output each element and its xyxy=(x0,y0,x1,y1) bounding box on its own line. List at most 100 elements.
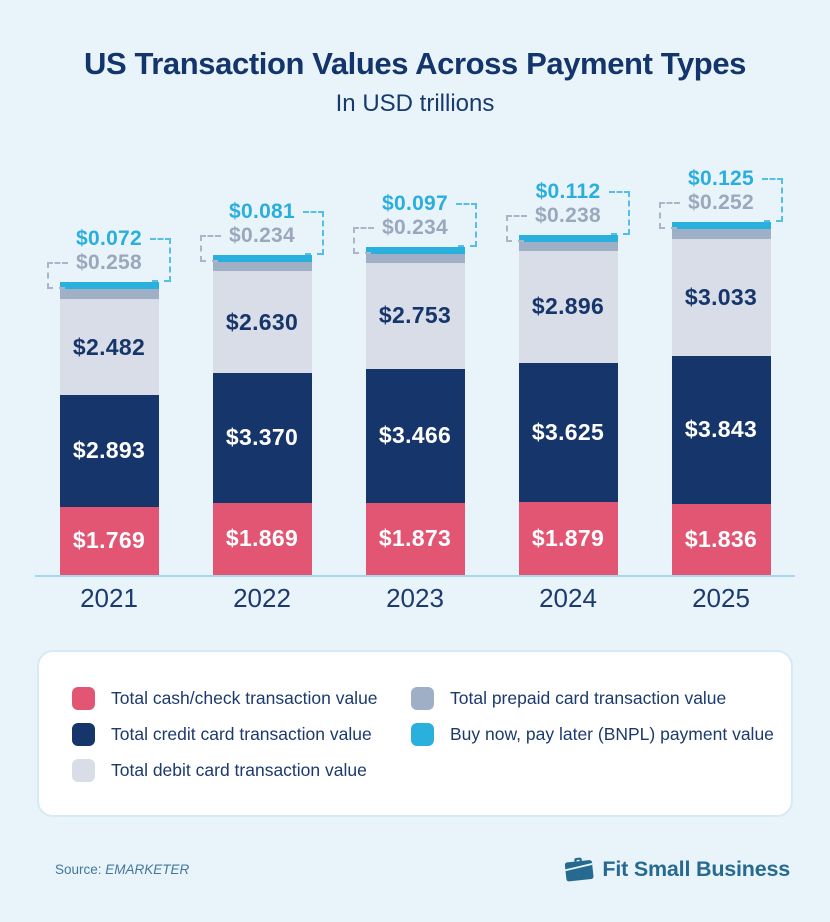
bar-segment-debit-2022: $2.630 xyxy=(212,271,312,373)
bnpl-callout-connector-2021 xyxy=(150,238,171,283)
bnpl-callout-connector-2023 xyxy=(456,202,477,247)
prepaid-callout-connector-2021 xyxy=(47,262,68,290)
legend-item-cash: Total cash/check transaction value xyxy=(72,687,378,710)
value-label-credit-2022: $3.370 xyxy=(225,424,299,451)
prepaid-callout-label-2021: $0.258 xyxy=(75,251,143,275)
bar-segment-debit-2021: $2.482 xyxy=(59,299,159,396)
legend-column-right: Total prepaid card transaction value Buy … xyxy=(411,687,774,746)
value-label-cash-2025: $1.836 xyxy=(684,526,758,553)
legend-swatch-debit xyxy=(72,759,95,782)
value-label-credit-2021: $2.893 xyxy=(72,437,146,464)
legend-swatch-bnpl xyxy=(411,723,434,746)
value-label-cash-2024: $1.879 xyxy=(531,525,605,552)
prepaid-callout-label-2024: $0.238 xyxy=(534,203,602,227)
bar-segment-cash-2022: $1.869 xyxy=(212,502,312,575)
legend-swatch-credit xyxy=(72,723,95,746)
prepaid-callout-label-2022: $0.234 xyxy=(228,224,296,248)
bar-segment-debit-2025: $3.033 xyxy=(671,238,771,356)
legend-item-debit: Total debit card transaction value xyxy=(72,759,378,782)
value-label-credit-2024: $3.625 xyxy=(531,418,605,445)
value-label-credit-2023: $3.466 xyxy=(378,422,452,449)
source-name: EMARKETER xyxy=(105,862,190,877)
bar-segment-bnpl-2022 xyxy=(212,255,312,263)
bnpl-callout-tick-2022 xyxy=(305,253,323,256)
bar-segment-cash-2021: $1.769 xyxy=(59,506,159,575)
prepaid-callout-tick-2022 xyxy=(200,260,218,263)
bar-segment-cash-2024: $1.879 xyxy=(518,502,618,575)
bar-segment-bnpl-2023 xyxy=(365,246,465,254)
x-tick-label-2021: 2021 xyxy=(80,583,138,613)
legend-label-prepaid: Total prepaid card transaction value xyxy=(450,688,727,708)
legend-item-credit: Total credit card transaction value xyxy=(72,723,378,746)
x-tick-label-2023: 2023 xyxy=(386,583,444,613)
bnpl-callout-label-2023: $0.097 xyxy=(381,191,449,215)
value-label-cash-2021: $1.769 xyxy=(72,527,146,554)
x-tick-label-2025: 2025 xyxy=(692,583,750,613)
value-label-debit-2022: $2.630 xyxy=(225,308,299,335)
bar-segment-credit-2022: $3.370 xyxy=(212,372,312,503)
bnpl-callout-connector-2025 xyxy=(762,177,783,222)
bnpl-callout-label-2025: $0.125 xyxy=(687,166,755,190)
prepaid-callout-tick-2025 xyxy=(659,226,677,229)
bar-segment-credit-2021: $2.893 xyxy=(59,395,159,507)
legend-swatch-cash xyxy=(72,687,95,710)
legend: Total cash/check transaction value Total … xyxy=(37,650,793,817)
prepaid-callout-tick-2023 xyxy=(353,251,371,254)
prepaid-callout-connector-2022 xyxy=(200,235,221,263)
bnpl-callout-label-2022: $0.081 xyxy=(228,200,296,224)
bar-segment-debit-2024: $2.896 xyxy=(518,250,618,363)
value-label-credit-2025: $3.843 xyxy=(684,416,758,443)
bnpl-callout-connector-2022 xyxy=(303,211,324,256)
prepaid-callout-connector-2025 xyxy=(659,201,680,229)
bar-segment-cash-2025: $1.836 xyxy=(671,504,771,575)
value-label-cash-2023: $1.873 xyxy=(378,525,452,552)
bar-segment-prepaid-2023 xyxy=(365,253,465,263)
page-subtitle: In USD trillions xyxy=(335,90,495,117)
legend-column-left: Total cash/check transaction value Total … xyxy=(72,687,378,782)
legend-item-prepaid: Total prepaid card transaction value xyxy=(411,687,774,710)
bnpl-callout-tick-2021 xyxy=(152,280,170,283)
bnpl-callout-tick-2025 xyxy=(764,219,782,222)
bnpl-callout-tick-2023 xyxy=(458,244,476,247)
prepaid-callout-connector-2024 xyxy=(506,214,527,242)
source-label: Source: xyxy=(55,862,102,877)
prepaid-callout-tick-2024 xyxy=(506,239,524,242)
bnpl-callout-tick-2024 xyxy=(611,232,629,235)
x-tick-label-2022: 2022 xyxy=(233,583,291,613)
legend-label-debit: Total debit card transaction value xyxy=(111,760,367,780)
bar-segment-credit-2024: $3.625 xyxy=(518,362,618,503)
briefcase-icon xyxy=(564,856,594,882)
x-axis-line xyxy=(35,575,795,577)
bar-segment-prepaid-2021 xyxy=(59,289,159,300)
prepaid-callout-connector-2023 xyxy=(353,226,374,254)
bnpl-callout-label-2021: $0.072 xyxy=(75,227,143,251)
bar-segment-prepaid-2024 xyxy=(518,241,618,251)
bnpl-callout-label-2024: $0.112 xyxy=(535,179,601,203)
bar-segment-credit-2023: $3.466 xyxy=(365,368,465,503)
bar-segment-cash-2023: $1.873 xyxy=(365,502,465,575)
brand-logo: Fit Small Business xyxy=(564,856,790,882)
brand-name: Fit Small Business xyxy=(602,856,790,881)
bar-segment-credit-2025: $3.843 xyxy=(671,355,771,505)
source-note: Source: EMARKETER xyxy=(55,862,189,877)
page-title: US Transaction Values Across Payment Typ… xyxy=(83,46,747,81)
value-label-debit-2024: $2.896 xyxy=(531,293,605,320)
prepaid-callout-label-2023: $0.234 xyxy=(381,215,449,239)
x-tick-label-2024: 2024 xyxy=(539,583,597,613)
bar-segment-debit-2023: $2.753 xyxy=(365,262,465,369)
value-label-debit-2021: $2.482 xyxy=(72,333,146,360)
prepaid-callout-tick-2021 xyxy=(47,287,65,290)
bnpl-callout-connector-2024 xyxy=(609,190,630,235)
value-label-debit-2025: $3.033 xyxy=(684,283,758,310)
value-label-cash-2022: $1.869 xyxy=(225,525,299,552)
legend-label-cash: Total cash/check transaction value xyxy=(111,688,378,708)
legend-label-credit: Total credit card transaction value xyxy=(111,724,372,744)
bar-segment-bnpl-2025 xyxy=(671,221,771,229)
bar-segment-prepaid-2022 xyxy=(212,262,312,272)
legend-label-bnpl: Buy now, pay later (BNPL) payment value xyxy=(450,724,774,744)
legend-swatch-prepaid xyxy=(411,687,434,710)
prepaid-callout-label-2025: $0.252 xyxy=(687,190,755,214)
legend-item-bnpl: Buy now, pay later (BNPL) payment value xyxy=(411,723,774,746)
